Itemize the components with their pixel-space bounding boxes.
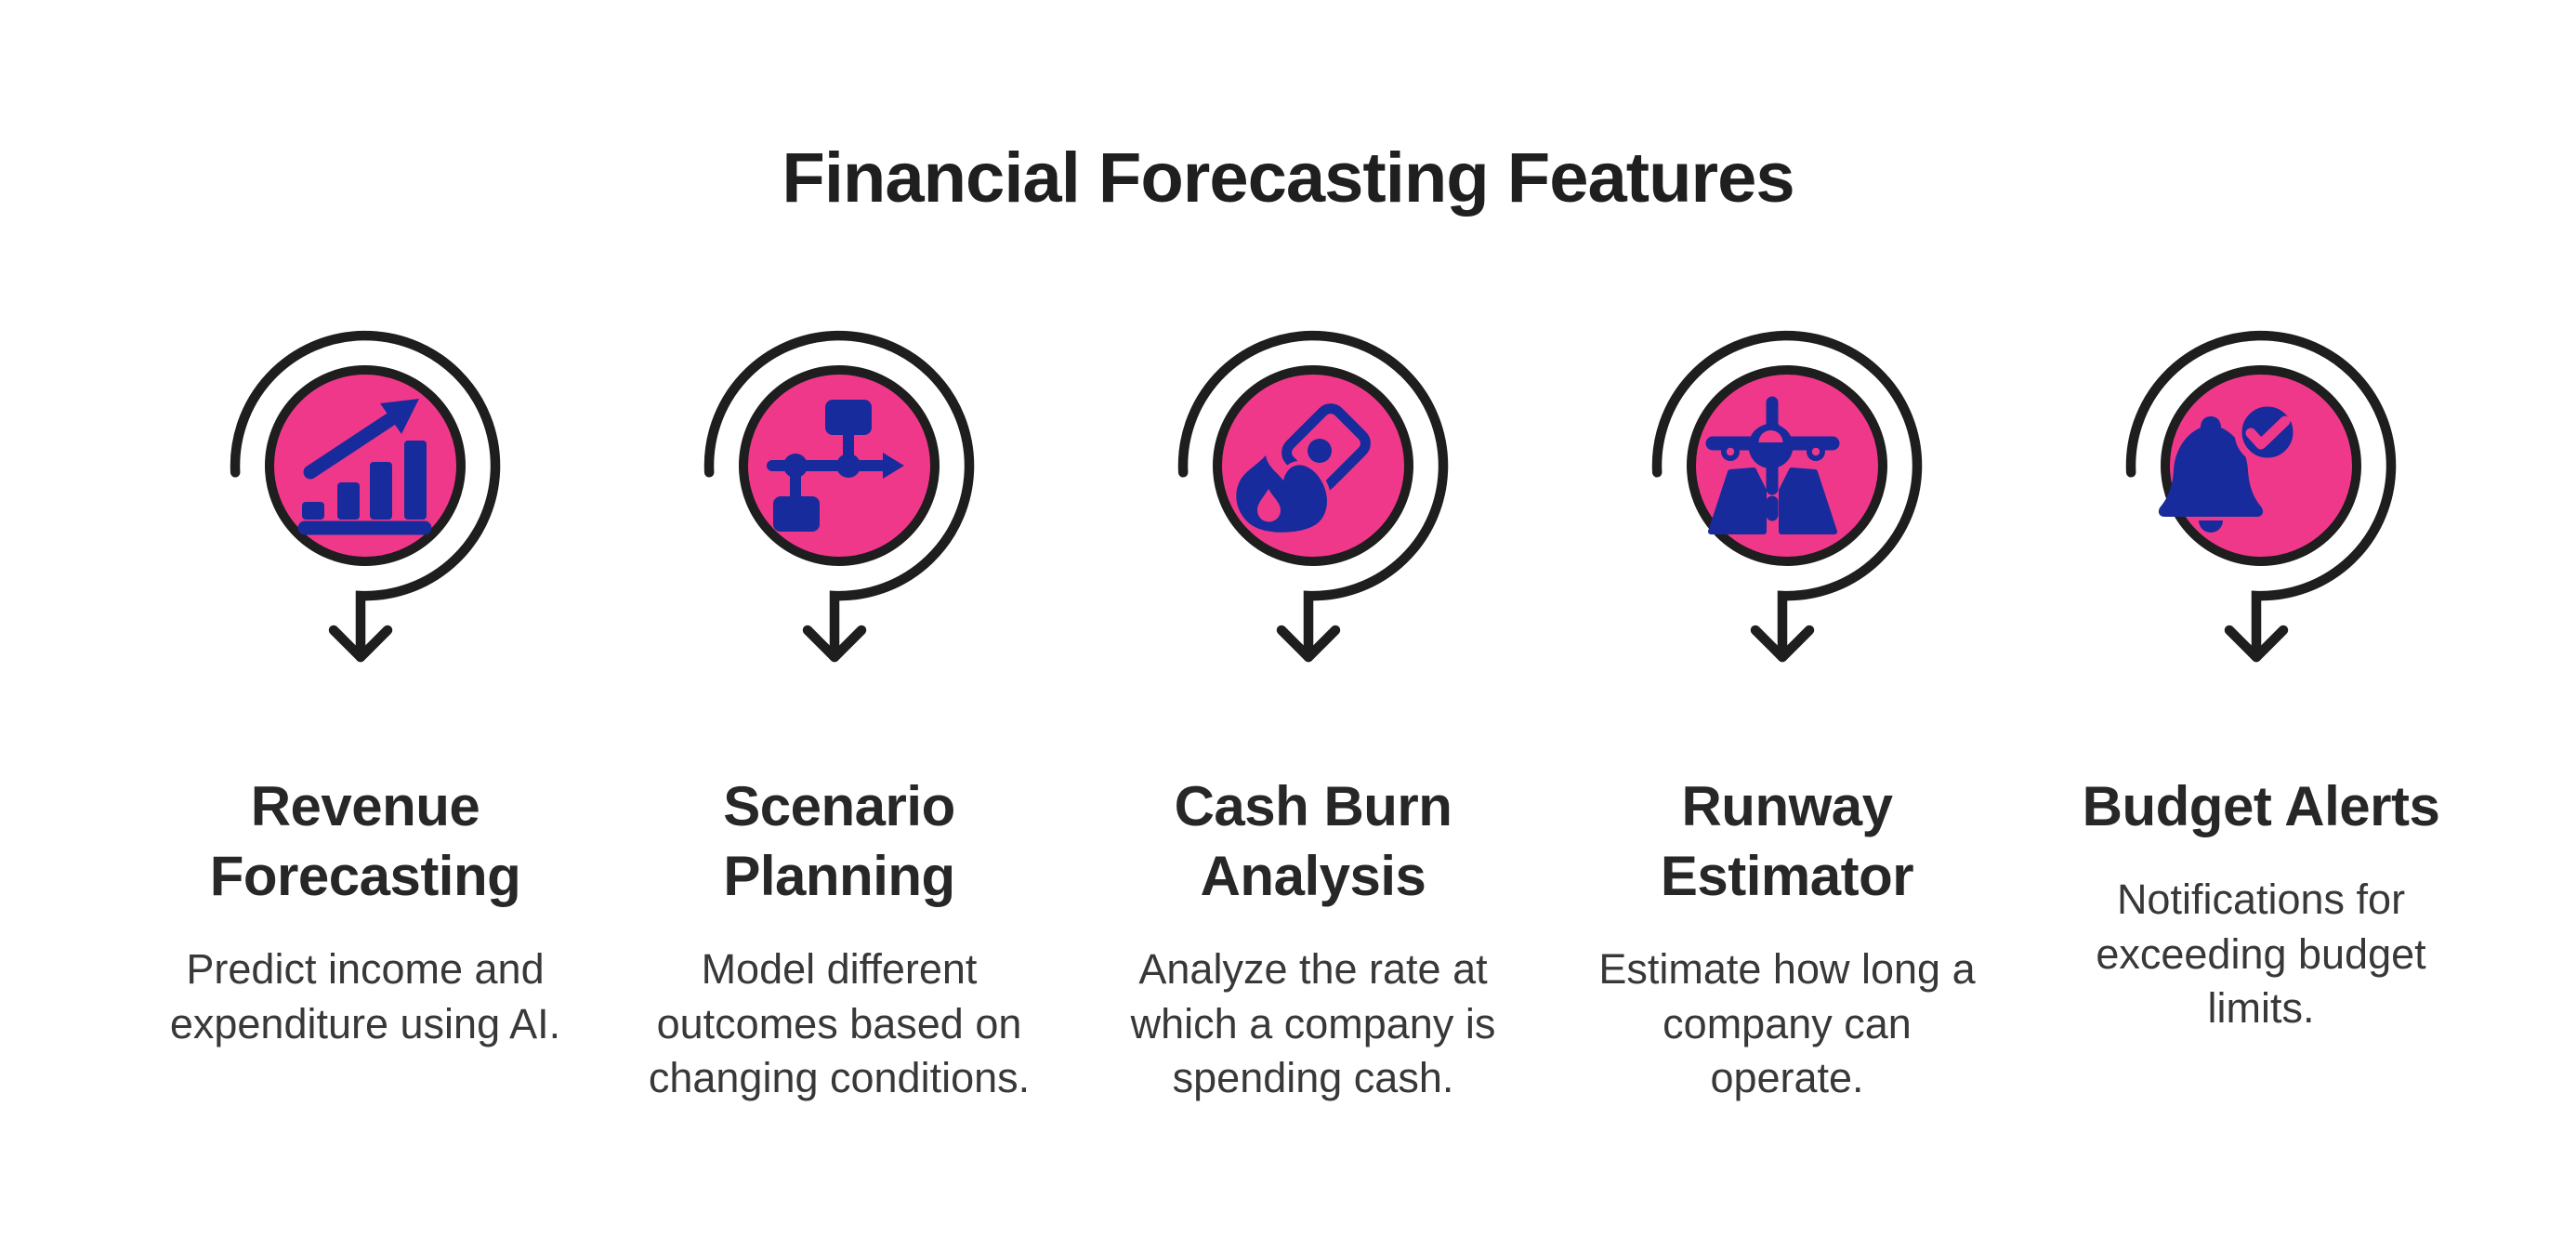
burning-money-icon: [1155, 326, 1471, 703]
feature-title: Budget Alerts: [2082, 775, 2440, 838]
feature-title: Runway Estimator: [1660, 775, 1914, 908]
bell-check-icon: [2125, 331, 2397, 663]
loop-arc: [1651, 331, 1923, 663]
feature-row: Revenue Forecasting Predict income and e…: [25, 326, 2576, 1106]
down-arrowhead: [1750, 626, 1815, 663]
burning-money-glyph: [1231, 403, 1371, 537]
feature-description: Model different outcomes based on changi…: [648, 945, 1031, 1102]
feature-description: Notifications for exceeding budget limit…: [2096, 876, 2426, 1033]
page-title: Financial Forecasting Features: [782, 138, 1794, 217]
airplane-glyph: [1705, 396, 1840, 535]
bell-check-glyph: [2158, 399, 2301, 533]
growth-bar-chart-icon: [207, 326, 523, 703]
checkmark: [2245, 415, 2291, 450]
down-arrowhead: [2224, 626, 2289, 663]
infographic-canvas: Financial Forecasting Features: [0, 138, 2576, 1238]
airplane-icon: [1651, 331, 1923, 663]
feature-card-runway-estimator: Runway Estimator Estimate how long a com…: [1550, 326, 2024, 1106]
flowchart-glyph: [767, 400, 904, 533]
growth-chart-glyph: [297, 399, 432, 535]
down-arrowhead: [328, 626, 393, 663]
feature-description: Estimate how long a company can operate.: [1598, 945, 1976, 1102]
loop-arc: [230, 331, 501, 663]
scenario-flowchart-icon: [703, 331, 975, 663]
feature-card-budget-alerts: Budget Alerts Notifications for exceedin…: [2024, 326, 2498, 1106]
down-arrowhead: [802, 626, 867, 663]
feature-description: Analyze the rate at which a company is s…: [1130, 945, 1496, 1102]
feature-title: Revenue Forecasting: [209, 775, 521, 908]
feature-title: Scenario Planning: [723, 775, 955, 908]
flame-drop: [1257, 489, 1281, 522]
burning-money-icon: [1177, 331, 1449, 663]
bell-clapper: [2199, 520, 2223, 533]
growth-bar-chart-icon: [230, 331, 501, 663]
feature-card-scenario-planning: Scenario Planning Model different outcom…: [602, 326, 1076, 1106]
down-arrowhead: [1276, 626, 1341, 663]
loop-arc: [703, 331, 975, 663]
feature-description: Predict income and expenditure using AI.: [169, 945, 561, 1047]
loop-arc: [2125, 331, 2397, 663]
scenario-flowchart-icon: [681, 326, 997, 703]
bell-check-icon: [2103, 326, 2419, 703]
feature-title: Cash Burn Analysis: [1174, 775, 1452, 908]
feature-card-revenue-forecasting: Revenue Forecasting Predict income and e…: [128, 326, 602, 1106]
loop-arc: [1177, 331, 1449, 663]
airplane-icon: [1629, 326, 1945, 703]
feature-card-cash-burn-analysis: Cash Burn Analysis Analyze the rate at w…: [1076, 326, 1550, 1106]
